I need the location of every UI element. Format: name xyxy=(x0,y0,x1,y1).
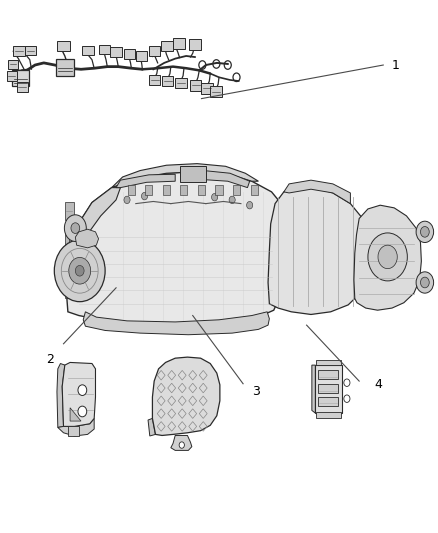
Circle shape xyxy=(368,233,407,281)
Bar xyxy=(124,49,135,59)
Circle shape xyxy=(78,385,87,395)
Text: 4: 4 xyxy=(374,378,382,391)
Bar xyxy=(175,78,187,88)
Bar xyxy=(161,41,173,51)
Bar xyxy=(17,82,28,92)
Bar xyxy=(180,166,206,182)
Polygon shape xyxy=(116,174,175,188)
Polygon shape xyxy=(75,229,99,248)
Bar xyxy=(316,412,341,418)
Bar xyxy=(198,185,205,195)
Bar xyxy=(210,86,222,97)
Polygon shape xyxy=(62,362,95,426)
Circle shape xyxy=(247,201,253,209)
Bar xyxy=(318,397,338,406)
Bar xyxy=(12,70,29,86)
Bar xyxy=(56,59,74,76)
Bar xyxy=(189,39,201,50)
Polygon shape xyxy=(148,418,155,436)
Polygon shape xyxy=(284,180,350,204)
Circle shape xyxy=(141,192,148,200)
Bar xyxy=(162,76,173,86)
Polygon shape xyxy=(83,312,269,335)
Polygon shape xyxy=(152,357,220,435)
Polygon shape xyxy=(354,205,421,310)
Circle shape xyxy=(416,272,434,293)
Bar xyxy=(163,185,170,195)
Bar xyxy=(8,60,18,69)
Bar xyxy=(149,46,160,56)
Bar xyxy=(318,384,338,393)
Bar xyxy=(13,46,25,56)
Circle shape xyxy=(420,227,429,237)
Text: 1: 1 xyxy=(392,59,400,71)
Bar xyxy=(57,41,70,51)
Circle shape xyxy=(212,193,218,201)
Text: 2: 2 xyxy=(46,353,54,366)
Polygon shape xyxy=(201,171,250,188)
Circle shape xyxy=(344,395,350,402)
Polygon shape xyxy=(268,187,369,314)
Polygon shape xyxy=(57,364,65,427)
Bar xyxy=(65,227,74,245)
Polygon shape xyxy=(69,188,120,288)
Circle shape xyxy=(54,240,105,302)
Bar xyxy=(136,51,147,61)
Bar xyxy=(316,360,341,365)
Polygon shape xyxy=(70,408,81,421)
Bar xyxy=(215,185,223,195)
Circle shape xyxy=(124,196,130,204)
Polygon shape xyxy=(112,164,258,188)
Bar xyxy=(7,71,17,81)
Circle shape xyxy=(378,245,397,269)
Bar xyxy=(65,253,74,272)
Bar xyxy=(145,185,152,195)
Polygon shape xyxy=(58,418,94,436)
Circle shape xyxy=(75,265,84,276)
Polygon shape xyxy=(312,365,315,413)
Bar xyxy=(65,280,74,298)
Bar xyxy=(201,83,213,94)
Bar xyxy=(318,370,338,379)
Circle shape xyxy=(64,215,86,241)
Bar xyxy=(65,202,74,220)
Bar xyxy=(149,75,160,85)
Circle shape xyxy=(71,223,80,233)
Bar xyxy=(251,185,258,195)
Bar xyxy=(99,45,110,54)
Bar xyxy=(82,46,94,55)
Bar xyxy=(110,47,122,57)
Circle shape xyxy=(344,379,350,386)
Circle shape xyxy=(420,277,429,288)
Bar xyxy=(68,426,79,436)
Bar xyxy=(233,185,240,195)
Bar xyxy=(180,185,187,195)
Circle shape xyxy=(69,257,91,284)
Polygon shape xyxy=(171,435,192,450)
Circle shape xyxy=(78,406,87,417)
Text: 3: 3 xyxy=(252,385,260,398)
Polygon shape xyxy=(65,172,287,326)
Circle shape xyxy=(229,196,235,204)
Bar xyxy=(190,80,201,91)
Bar xyxy=(173,38,185,49)
Bar xyxy=(128,185,135,195)
Bar xyxy=(25,46,36,55)
Circle shape xyxy=(416,221,434,243)
Circle shape xyxy=(179,442,184,448)
Bar xyxy=(315,365,342,413)
